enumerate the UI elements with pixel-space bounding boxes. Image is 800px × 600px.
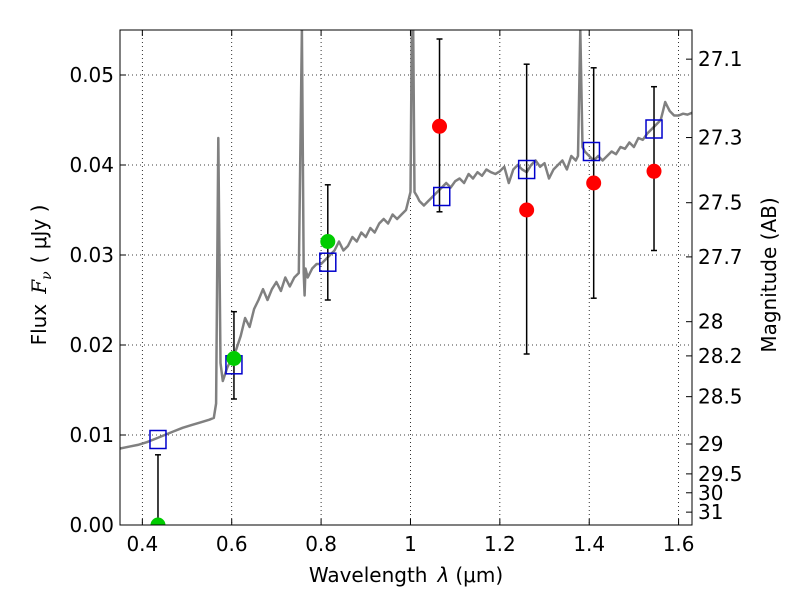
x-tick-label: 1.6: [663, 532, 695, 556]
y-tick-label: 0.00: [69, 513, 114, 537]
green-point: [320, 234, 336, 249]
axes-frame: [119, 29, 693, 526]
green-point: [226, 351, 242, 366]
right-tick-label: 27.1: [698, 47, 743, 71]
y-tick-label: 0.02: [69, 333, 114, 357]
right-axis-title: Magnitude (AB): [757, 197, 781, 352]
right-tick-label: 30: [698, 481, 723, 505]
right-tick-label: 29.5: [698, 462, 743, 486]
model-point: [149, 429, 167, 450]
y-tick-label: 0.04: [69, 153, 114, 177]
x-tick-label: 1: [404, 532, 417, 556]
x-tick-label: 0.4: [126, 532, 158, 556]
right-tick-label: 27.7: [698, 245, 743, 269]
spectrum-line: [120, 30, 692, 450]
x-tick-label: 1.4: [573, 532, 605, 556]
model-point: [517, 159, 536, 180]
model-point: [582, 141, 601, 162]
axis-ticks: 0.4 0.6 0.8 1 1.2 1.4 1.6 0.00 0.01 0.02 0.03 0.04 0…: [69, 30, 743, 556]
right-tick-label: 28: [698, 310, 723, 334]
red-point: [586, 175, 602, 191]
y-axis-title: FluxFν( μJy ): [27, 205, 55, 346]
grid: [120, 30, 692, 526]
green-point: [150, 517, 166, 525]
x-tick-label: 0.6: [216, 532, 248, 556]
model-point: [319, 252, 337, 272]
y-tick-label: 0.03: [69, 243, 114, 267]
model-point: [433, 186, 451, 207]
x-tick-label: 0.8: [305, 532, 337, 556]
red-point: [646, 163, 662, 179]
y-tick-label: 0.05: [69, 63, 114, 87]
right-tick-label: 28.2: [698, 344, 743, 368]
x-axis-title: Wavelength λ (μm): [309, 563, 503, 587]
model-point: [645, 119, 663, 139]
right-tick-label: 27.3: [698, 126, 743, 150]
right-tick-label: 28.5: [698, 385, 743, 409]
plot-area: [120, 30, 692, 525]
y-tick-label: 0.01: [69, 423, 114, 447]
x-tick-label: 1.2: [484, 532, 516, 556]
right-tick-label: 27.5: [698, 191, 743, 215]
red-point: [432, 118, 448, 134]
right-tick-label: 31: [698, 500, 723, 524]
right-tick-label: 29: [698, 432, 723, 456]
red-point: [519, 202, 535, 218]
